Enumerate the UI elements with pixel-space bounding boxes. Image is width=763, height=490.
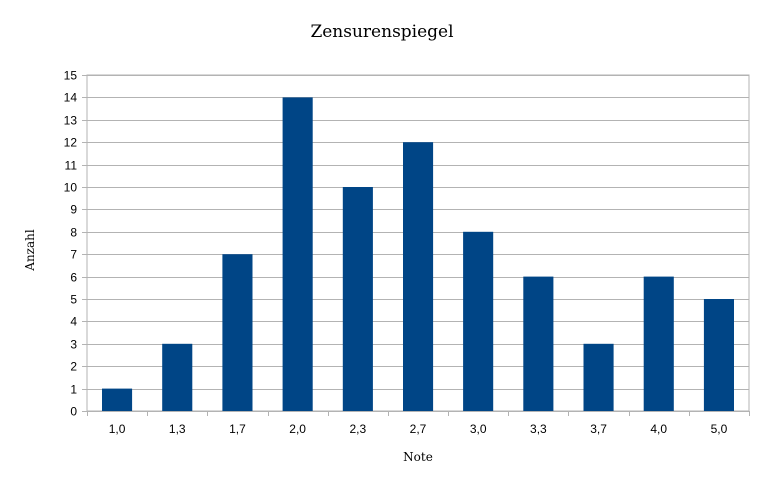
y-tick-label: 9	[70, 203, 77, 217]
x-tick-label: 1,3	[169, 422, 186, 436]
y-tick-label: 7	[70, 248, 77, 262]
y-tick-label: 6	[70, 271, 77, 285]
bar-4-0	[643, 276, 674, 411]
x-tick-label: 2,7	[410, 422, 427, 436]
bar-3-3	[523, 276, 554, 411]
y-tick-label: 5	[70, 293, 77, 307]
bar-2-0	[282, 97, 313, 412]
bar-3-7	[583, 343, 614, 411]
y-tick-label: 8	[70, 226, 77, 240]
y-tick-label: 12	[64, 136, 78, 150]
x-tick-label: 2,3	[349, 422, 366, 436]
y-tick-label: 4	[70, 315, 77, 329]
bar-1-0	[102, 388, 133, 411]
y-tick-label: 11	[65, 159, 78, 173]
y-tick-label: 15	[64, 69, 78, 83]
x-tick-label: 1,0	[109, 422, 126, 436]
bars	[102, 97, 734, 412]
y-tick-label: 3	[70, 338, 77, 352]
x-tick-label: 3,0	[470, 422, 487, 436]
bar-5-0	[703, 299, 734, 411]
chart-title: Zensurenspiegel	[310, 22, 453, 42]
x-tick-label: 4,0	[650, 422, 667, 436]
y-tick-label: 0	[70, 405, 77, 419]
x-tick-label: 3,7	[590, 422, 607, 436]
bar-1-7	[222, 254, 253, 411]
x-tick-label: 5,0	[711, 422, 728, 436]
y-tick-label: 14	[64, 91, 78, 105]
x-axis-title: Note	[403, 450, 433, 464]
y-tick-label: 10	[64, 181, 78, 195]
y-tick-label: 2	[70, 360, 77, 374]
x-axis-ticks: 1,0 1,3 1,7 2,0 2,3 2,7 3,0 3,3 3,7 4,0 5,0	[87, 411, 750, 436]
y-axis-title: Anzahl	[23, 229, 37, 272]
bar-2-3	[342, 187, 373, 411]
x-tick-label: 1,7	[229, 422, 246, 436]
y-tick-label: 1	[70, 383, 77, 397]
x-tick-label: 3,3	[530, 422, 547, 436]
bar-3-0	[463, 231, 494, 411]
y-tick-label: 13	[64, 114, 78, 128]
bar-2-7	[403, 142, 434, 411]
x-tick-label: 2,0	[289, 422, 306, 436]
bar-1-3	[162, 343, 193, 411]
